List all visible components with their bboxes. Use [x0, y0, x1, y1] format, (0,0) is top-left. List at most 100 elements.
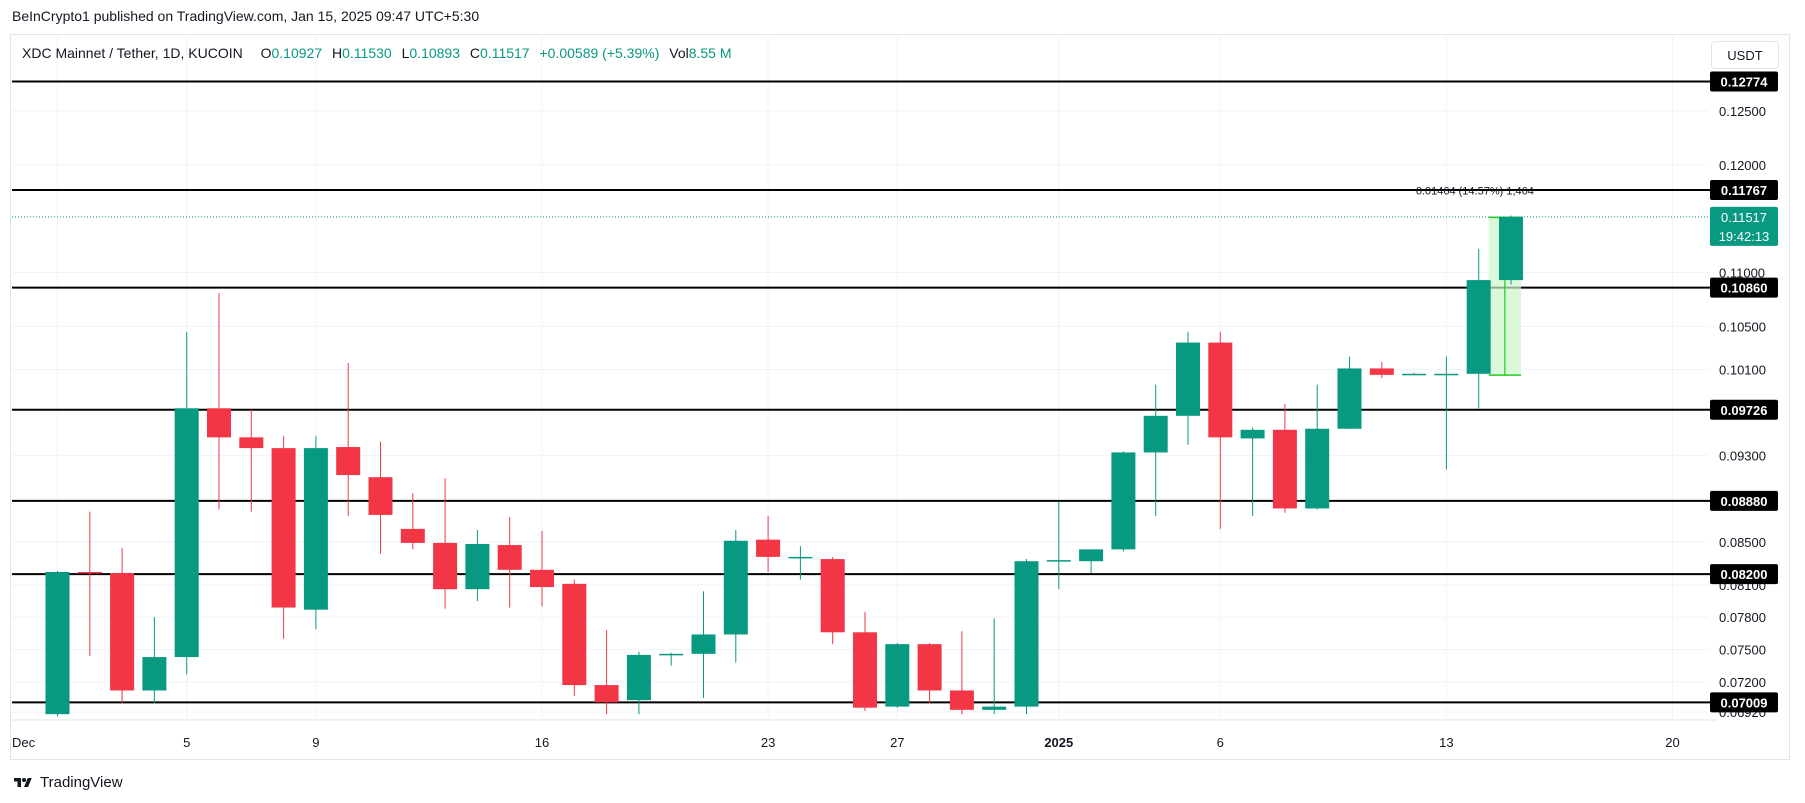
level-tag-label: 0.09726 — [1721, 403, 1768, 418]
candle-down — [110, 548, 135, 704]
candle-up — [1240, 427, 1265, 516]
y-tick-label: 0.10100 — [1719, 362, 1766, 377]
candle-up — [1079, 549, 1104, 574]
candle-body — [982, 706, 1007, 710]
volume-value: 8.55 M — [688, 45, 732, 61]
candle-down — [336, 363, 361, 516]
level-tag-bg — [1710, 564, 1778, 585]
candle-up — [1046, 501, 1071, 590]
candle-body — [1079, 549, 1104, 562]
high-value: 0.11530 — [342, 45, 392, 61]
candle-body — [271, 448, 296, 608]
x-tick-label: 16 — [535, 735, 549, 750]
candle-body — [1240, 429, 1265, 439]
candles — [45, 215, 1523, 717]
y-tick-label: 0.11000 — [1719, 266, 1765, 281]
candle-body — [691, 634, 716, 654]
candle-body — [562, 583, 587, 686]
candle-down — [400, 493, 425, 550]
low-label: L — [401, 45, 410, 61]
level-tag-bg — [1710, 71, 1778, 92]
footer-brand-text: TradingView — [40, 774, 123, 791]
candle-body — [1499, 216, 1523, 281]
candle-down — [820, 556, 845, 645]
candle-up — [303, 436, 328, 630]
candle-body — [1369, 368, 1394, 375]
candle-body — [207, 408, 231, 438]
y-tick-label: 0.09300 — [1719, 449, 1766, 464]
candle-down — [530, 531, 554, 607]
open-value: 0.10927 — [271, 45, 323, 61]
level-tag-bg — [1710, 179, 1778, 200]
candle-up — [723, 529, 748, 663]
candle-down — [853, 611, 877, 711]
y-tick-label: 0.07200 — [1719, 675, 1766, 690]
candle-body — [368, 477, 393, 515]
candle-body — [530, 569, 554, 588]
candle-down — [433, 478, 458, 609]
x-tick-label: 23 — [761, 735, 775, 750]
candle-body — [433, 542, 458, 590]
candle-body — [626, 654, 651, 701]
candle-down — [271, 436, 296, 639]
candle-body — [336, 447, 361, 476]
x-axis: Dec 5 9 16 23 27 2025 6 13 20 — [12, 719, 1716, 750]
candle-body — [820, 559, 845, 633]
candle-body — [110, 573, 135, 691]
x-tick-label: Dec — [12, 735, 36, 750]
level-tag-bg — [1710, 277, 1778, 298]
y-axis: 0.12500 0.12000 0.11000 0.10500 0.10100 0.093… — [1710, 71, 1778, 720]
candle-body — [1272, 429, 1297, 509]
candle-down — [77, 511, 102, 656]
candle-up — [659, 652, 684, 666]
symbol-legend: XDC Mainnet / Tether, 1D, KUCOIN O0.1092… — [22, 45, 732, 61]
y-tick-label: 0.12500 — [1719, 104, 1766, 119]
candle-up — [626, 651, 651, 715]
candle-down — [756, 515, 781, 572]
candle-body — [788, 556, 813, 559]
close-label: C — [469, 45, 481, 61]
close-value: 0.11517 — [480, 45, 530, 61]
x-tick-label: 13 — [1439, 735, 1453, 750]
candle-body — [1176, 342, 1200, 416]
level-tag-label: 0.11767 — [1721, 183, 1767, 198]
candle-body — [1208, 342, 1233, 438]
candle-down — [497, 517, 522, 608]
candle-body — [1014, 561, 1039, 707]
level-tag-label: 0.08880 — [1721, 494, 1768, 509]
measure-label: 0.01464 (14.57%) 1,464 — [1416, 185, 1534, 197]
candle-body — [723, 540, 748, 635]
y-tick-label: 0.08500 — [1719, 535, 1766, 550]
candle-up — [982, 618, 1007, 715]
countdown-timer: 19:42:13 — [1719, 229, 1770, 244]
candle-up — [142, 617, 167, 704]
candle-body — [853, 632, 877, 708]
tradingview-logo-icon — [14, 777, 32, 787]
candle-up — [1466, 248, 1491, 409]
high-label: H — [332, 45, 343, 61]
candle-down — [562, 579, 587, 696]
candle-up — [45, 570, 70, 717]
candle-body — [45, 571, 70, 715]
currency-button[interactable]: USDT — [1711, 41, 1779, 69]
candle-down — [949, 631, 974, 715]
candle-up — [1176, 331, 1200, 445]
candle-up — [1337, 356, 1362, 429]
chart-frame — [10, 34, 1790, 760]
x-tick-label: 27 — [890, 735, 904, 750]
footer-brand[interactable]: TradingView — [12, 774, 123, 791]
volume-label: Vol — [669, 45, 689, 61]
symbol-title[interactable]: XDC Mainnet / Tether, 1D, KUCOIN — [22, 45, 243, 61]
candle-up — [885, 643, 910, 708]
x-tick-label: 6 — [1217, 735, 1224, 750]
candle-down — [1272, 403, 1297, 513]
candle-body — [949, 690, 974, 710]
candle-up — [1305, 384, 1330, 510]
candle-down — [368, 441, 393, 554]
change-value: +0.00589 (+5.39%) — [539, 45, 660, 61]
support-resistance-levels — [12, 80, 1716, 704]
x-tick-label: 20 — [1665, 735, 1679, 750]
y-tick-label: 0.10500 — [1719, 319, 1766, 334]
candle-body — [917, 644, 942, 691]
